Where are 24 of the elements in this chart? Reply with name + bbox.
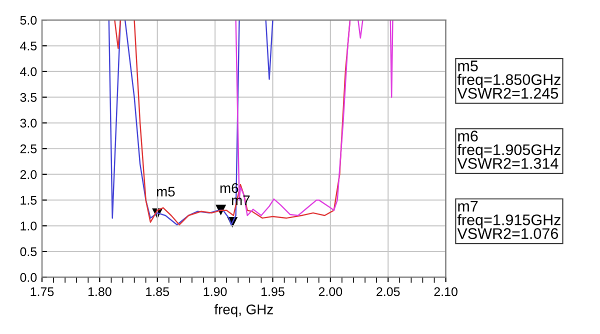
y-tick-label: 3.0: [20, 118, 37, 128]
y-tick-label: 0.0: [20, 273, 37, 282]
text: m7 freq=1.915GHz VSWR2=1.076: [457, 200, 560, 239]
x-tick-label: 1.80: [88, 287, 112, 296]
x-tick-label: 2.00: [318, 287, 342, 296]
y-tick-label: 4.0: [20, 67, 37, 76]
text: m6 freq=1.905GHz VSWR2=1.314: [457, 130, 560, 169]
y-tick-label: 5.0: [20, 16, 37, 25]
x-tick-label: 2.05: [376, 287, 400, 296]
y-tick-label: 2.0: [20, 170, 37, 179]
y-tick-label: 2.5: [20, 144, 37, 154]
y-tick-label: 1.5: [20, 196, 37, 205]
x-tick-label: 1.90: [204, 287, 227, 296]
x-axis-title: freq, GHz: [214, 304, 273, 318]
text: m5 freq=1.850GHz VSWR2=1.245: [457, 60, 560, 99]
y-tick-label: 0.5: [20, 247, 37, 256]
annotation: m5: [156, 186, 175, 197]
x-tick-label: 1.85: [146, 287, 170, 296]
x-tick-label: 2.10: [434, 287, 458, 296]
y-tick-label: 3.5: [20, 92, 37, 102]
y-tick-label: 1.0: [20, 222, 37, 230]
x-tick-label: 1.75: [30, 287, 54, 296]
x-tick-label: 1.95: [262, 287, 284, 296]
y-tick-label: 4.5: [20, 42, 37, 50]
